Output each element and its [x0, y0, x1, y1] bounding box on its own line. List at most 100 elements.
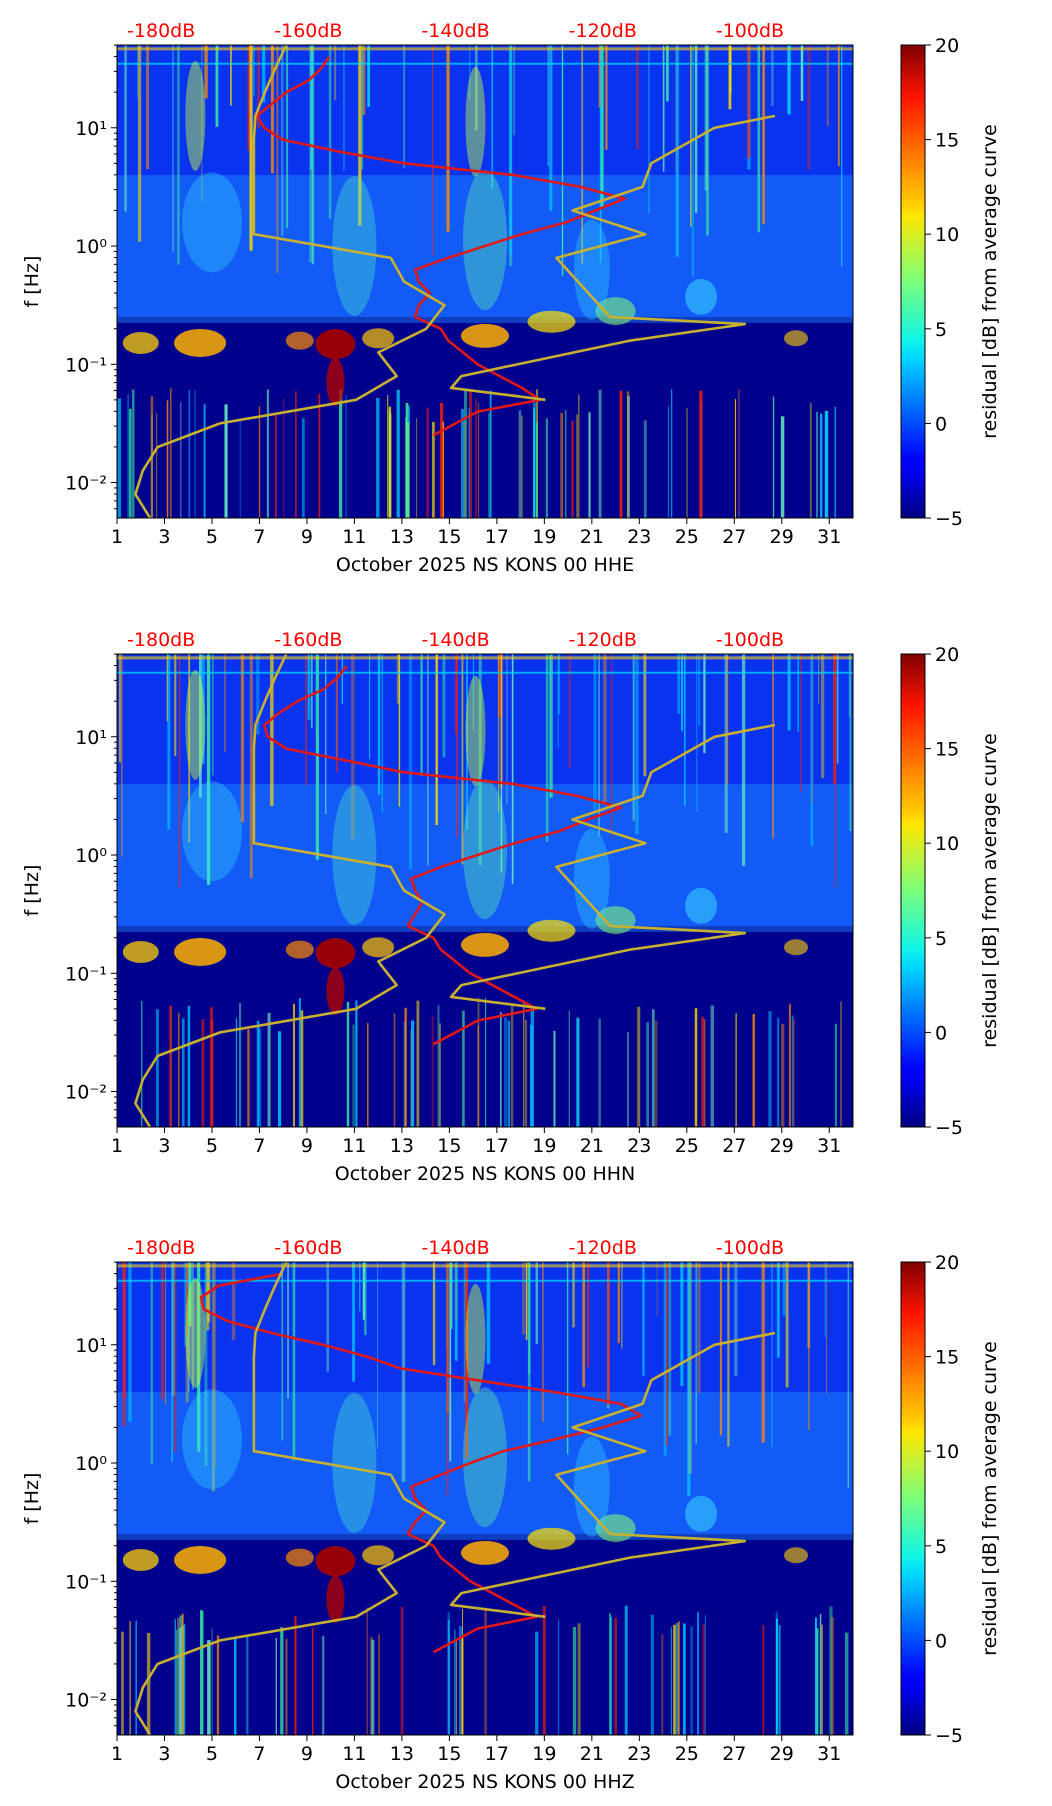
spectrogram-blob [465, 1283, 486, 1394]
spectrogram-streak [230, 45, 232, 106]
spectrogram-streak [179, 1615, 183, 1735]
spectrogram-streak [180, 402, 182, 518]
spectrogram-blob [185, 60, 206, 171]
spectrogram-streak [311, 45, 315, 265]
spectrogram-streak [621, 1262, 623, 1349]
spectrogram-streak [463, 389, 468, 518]
spectrogram-streak [824, 1262, 826, 1338]
spectrogram-streak [800, 45, 804, 101]
spectrogram-streak [318, 393, 321, 518]
colorbar-tick-label: 0 [935, 413, 947, 435]
spectrogram-streak [447, 1262, 449, 1495]
spectrogram-streak [687, 1262, 691, 1496]
spectrogram-streak [734, 1262, 738, 1376]
spectrogram-streak [833, 654, 837, 785]
x-tick-label: 21 [580, 1135, 604, 1157]
spectrogram-streak [646, 1022, 650, 1127]
spectrogram-streak [184, 1262, 188, 1347]
spectrogram-streak [307, 654, 311, 720]
spectrogram-streak [466, 654, 468, 831]
spectrogram-streak [643, 654, 647, 777]
db-scale-label: -100dB [716, 20, 784, 42]
spectrogram-streak [201, 654, 205, 765]
db-scale-label: -140dB [421, 629, 489, 651]
spectrogram-blob [174, 328, 227, 357]
spectrogram-streak [449, 1262, 452, 1462]
spectrogram-streak [668, 1262, 672, 1436]
spectrogram-streak [808, 1262, 810, 1431]
spectrogram-streak [695, 1262, 698, 1444]
x-tick-label: 13 [390, 1135, 414, 1157]
spectrogram-streak [239, 1002, 242, 1127]
spectrogram-streak [420, 654, 423, 777]
spectrogram-blob [573, 219, 610, 320]
spectrogram-streak [507, 1020, 511, 1127]
spectrogram-streak [513, 45, 515, 136]
spectrogram-streak [381, 654, 384, 812]
spectrogram-streak [536, 422, 538, 518]
spectrogram-streak [128, 1262, 132, 1422]
spectrogram-streak [355, 1000, 358, 1127]
x-tick-label: 5 [206, 1743, 218, 1765]
spectrogram-streak [388, 406, 392, 518]
x-tick-label: 3 [158, 1135, 170, 1157]
spectrogram-streak [772, 654, 774, 839]
spectrogram-streak [818, 654, 820, 704]
spectrogram-streak [500, 654, 503, 873]
spectrogram-streak [411, 1020, 415, 1127]
spectrogram-blob [181, 172, 242, 273]
spectrogram-streak [605, 45, 608, 150]
spectrogram-streak [677, 1621, 680, 1735]
spectrogram-streak [172, 45, 174, 253]
x-tick-label: 19 [532, 1135, 556, 1157]
spectrogram-streak [400, 1606, 404, 1735]
spectrogram-blob [285, 1548, 314, 1567]
spectrogram-streak [235, 1018, 238, 1127]
series-average-psd [255, 56, 627, 437]
spectrogram-streak [699, 390, 703, 518]
spectrogram-streak [690, 45, 692, 227]
spectrogram-streak [359, 1262, 361, 1312]
spectrogram-streak [233, 1636, 237, 1735]
x-tick-label: 17 [485, 526, 509, 548]
spectrogram-streak [123, 1262, 126, 1398]
spectrogram-streak [258, 406, 261, 518]
spectrogram-streak [576, 414, 579, 518]
colorbar-tick-label: 5 [935, 928, 947, 950]
spectrogram-streak [454, 654, 458, 735]
spectrogram-streak [533, 402, 537, 518]
colorbar-tick-label: 10 [935, 224, 959, 246]
spectrogram-streak [281, 1262, 284, 1441]
spectrogram-streak [609, 1613, 611, 1735]
db-scale-label: -180dB [127, 629, 195, 651]
spectrogram-streak [847, 1262, 850, 1489]
spectrogram-streak [572, 1262, 575, 1328]
spectrogram-streak [626, 391, 630, 518]
spectrogram-blob [315, 329, 356, 360]
spectrogram-streak [249, 654, 253, 879]
spectrogram-streak [199, 654, 202, 798]
spectrogram-streak [642, 1262, 645, 1376]
spectrogram-streak [286, 45, 289, 228]
colorbar-label: residual [dB] from average curve [979, 733, 1001, 1048]
spectrogram-streak [643, 420, 647, 518]
spectrogram-blob [332, 176, 377, 317]
spectrogram-streak [362, 45, 366, 116]
spectrogram-blob [181, 781, 242, 882]
db-scale-label: -160dB [274, 1237, 342, 1259]
x-tick-label: 15 [437, 1135, 461, 1157]
spectrogram-streak [475, 398, 477, 518]
x-tick-label: 25 [675, 1743, 699, 1765]
spectrogram-streak [426, 407, 429, 518]
spectrogram-streak [176, 1617, 180, 1735]
spectrogram-streak [677, 654, 681, 714]
spectrogram-streak [437, 1005, 440, 1127]
spectrogram-streak [366, 1607, 369, 1735]
spectrogram-streak [197, 1262, 201, 1452]
spectrogram-streak [690, 1626, 693, 1735]
spectrogram-streak [617, 1262, 620, 1344]
spectrogram-streak [146, 45, 150, 170]
x-axis-label: October 2025 NS KONS 00 HHN [335, 1163, 635, 1185]
spectrogram-streak [146, 1632, 151, 1735]
